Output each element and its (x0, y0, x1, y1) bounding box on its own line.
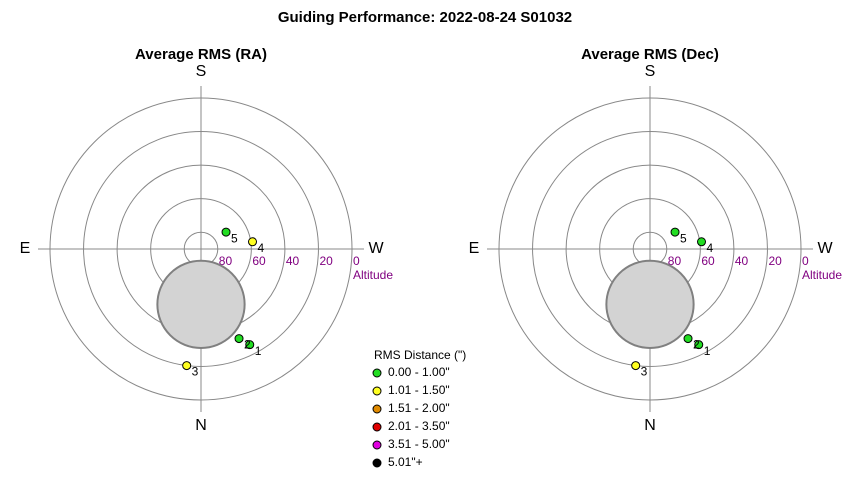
legend-swatch (372, 368, 382, 378)
altitude-label: Altitude (802, 268, 842, 282)
altitude-tick-label: 0 (353, 254, 360, 268)
point-label: 5 (231, 231, 238, 245)
point-label: 2 (693, 338, 700, 352)
guide-point (248, 237, 258, 247)
legend-title: RMS Distance (") (374, 348, 466, 362)
legend-swatch (372, 404, 382, 414)
point-label: 4 (258, 241, 265, 255)
obstruction-disc (156, 259, 246, 349)
direction-label: E (469, 240, 480, 257)
guide-point (182, 361, 192, 371)
chart-title: Average RMS (Dec) (581, 46, 719, 63)
guide-point (234, 334, 244, 344)
legend-label: 1.51 - 2.00" (388, 401, 450, 415)
point-label: 1 (704, 344, 711, 358)
altitude-tick-label: 20 (319, 254, 333, 268)
legend-swatch (372, 458, 382, 468)
direction-label: W (368, 240, 384, 257)
legend-label: 0.00 - 1.00" (388, 365, 450, 379)
point-label: 5 (680, 231, 687, 245)
altitude-tick-label: 0 (802, 254, 809, 268)
guide-point (683, 334, 693, 344)
guide-point (697, 237, 707, 247)
altitude-tick-label: 80 (668, 254, 682, 268)
legend-label: 5.01"+ (388, 455, 423, 469)
chart-title: Average RMS (RA) (135, 46, 267, 63)
direction-label: W (817, 240, 833, 257)
legend-label: 2.01 - 3.50" (388, 419, 450, 433)
direction-label: S (645, 63, 656, 80)
guide-point (670, 227, 680, 237)
point-label: 1 (255, 344, 262, 358)
altitude-tick-label: 20 (768, 254, 782, 268)
altitude-tick-label: 40 (286, 254, 300, 268)
legend-swatch (372, 440, 382, 450)
altitude-tick-label: 60 (701, 254, 715, 268)
direction-label: N (644, 417, 656, 434)
legend-label: 1.01 - 1.50" (388, 383, 450, 397)
altitude-label: Altitude (353, 268, 393, 282)
legend-swatch (372, 422, 382, 432)
guide-point (631, 361, 641, 371)
main-title: Guiding Performance: 2022-08-24 S01032 (278, 9, 572, 26)
altitude-tick-label: 60 (252, 254, 266, 268)
point-label: 2 (244, 338, 251, 352)
point-label: 3 (641, 365, 648, 379)
legend-swatch (372, 386, 382, 396)
guide-point (245, 340, 255, 350)
point-label: 4 (707, 241, 714, 255)
legend-label: 3.51 - 5.00" (388, 437, 450, 451)
direction-label: E (20, 240, 31, 257)
direction-label: N (195, 417, 207, 434)
guide-point (694, 340, 704, 350)
direction-label: S (196, 63, 207, 80)
altitude-tick-label: 40 (735, 254, 749, 268)
point-label: 3 (192, 365, 199, 379)
altitude-tick-label: 80 (219, 254, 233, 268)
guide-point (221, 227, 231, 237)
obstruction-disc (605, 259, 695, 349)
